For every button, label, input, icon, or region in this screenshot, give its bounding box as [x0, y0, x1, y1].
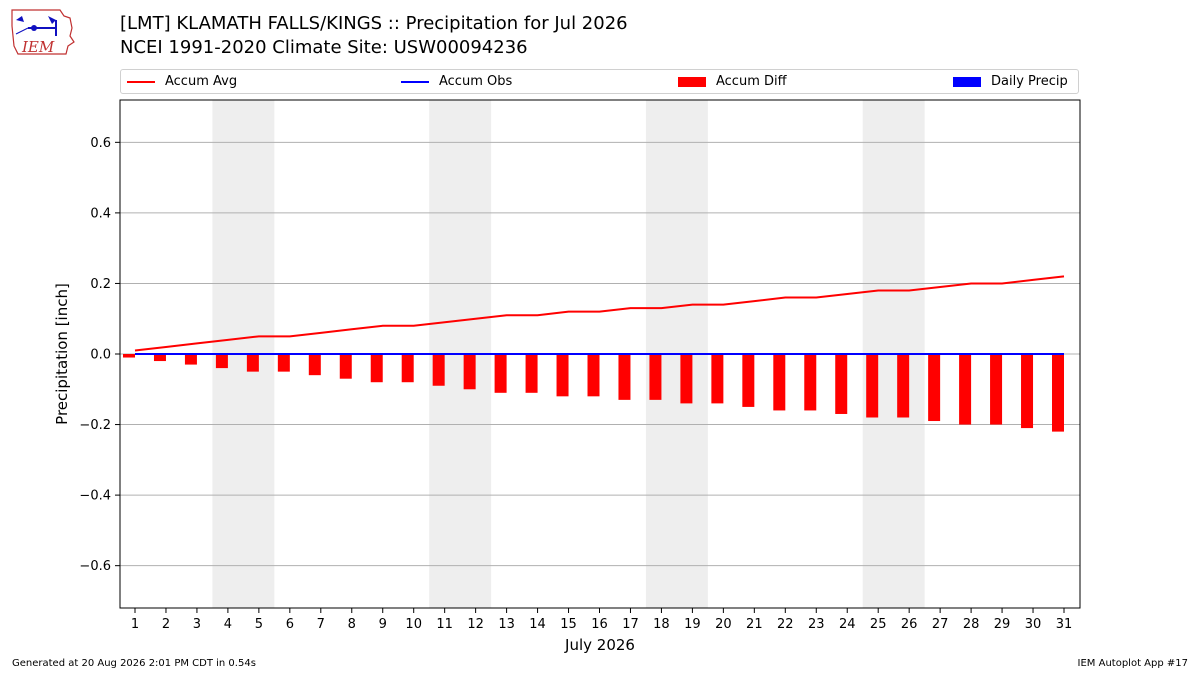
y-tick-label: 0.0: [90, 348, 111, 363]
legend-swatch: [953, 76, 981, 87]
chart-title-block: [LMT] KLAMATH FALLS/KINGS :: Precipitati…: [120, 12, 628, 60]
y-tick-label: 0.6: [90, 136, 111, 151]
accum-diff-bar: [897, 354, 910, 418]
accum-diff-bar: [680, 354, 693, 404]
x-tick-label: 10: [405, 617, 422, 632]
x-tick-label: 23: [808, 617, 825, 632]
x-tick-label: 28: [963, 617, 980, 632]
x-tick-label: 31: [1056, 617, 1073, 632]
accum-avg-line: [134, 275, 1065, 352]
accum-diff-bar: [401, 354, 414, 383]
legend-label: Accum Diff: [716, 74, 787, 89]
accum-diff-bar: [990, 354, 1003, 425]
lines-layer: [134, 275, 1065, 355]
legend-label: Daily Precip: [991, 74, 1068, 89]
x-tick-label: 15: [560, 617, 577, 632]
legend-swatch: [127, 80, 155, 83]
x-tick-label: 17: [622, 617, 639, 632]
accum-diff-bar: [215, 354, 228, 369]
x-tick-label: 16: [591, 617, 608, 632]
x-tick-label: 22: [777, 617, 794, 632]
iem-logo: IEM: [8, 6, 80, 60]
chart-title: [LMT] KLAMATH FALLS/KINGS :: Precipitati…: [120, 13, 628, 34]
accum-diff-bar: [835, 354, 848, 414]
x-tick-label: 27: [932, 617, 949, 632]
y-tick-label: 0.2: [90, 277, 111, 292]
x-tick-label: 19: [684, 617, 701, 632]
accum-diff-bar: [742, 354, 755, 407]
x-tick-label: 8: [348, 617, 356, 632]
y-tick-label: 0.4: [90, 206, 111, 221]
legend-label: Accum Avg: [165, 74, 238, 89]
x-tick-label: 29: [994, 617, 1011, 632]
accum-diff-bar: [308, 354, 321, 376]
x-tick-label: 21: [746, 617, 763, 632]
x-tick-label: 6: [286, 617, 294, 632]
accum-diff-bar: [804, 354, 817, 411]
x-tick-label: 24: [839, 617, 856, 632]
x-axis-label: July 2026: [564, 636, 635, 654]
iem-logo-graphic: IEM: [11, 9, 75, 56]
accum-diff-bar: [277, 354, 290, 372]
y-tick-label: −0.2: [79, 418, 111, 433]
legend-swatch: [401, 80, 429, 83]
accum-diff-bar: [153, 354, 166, 362]
accum-diff-bar: [339, 354, 352, 379]
accum-diff-bar: [1052, 354, 1064, 432]
accum-diff-bar: [525, 354, 538, 393]
accum-diff-bar: [556, 354, 569, 397]
accum-diff-bar: [494, 354, 507, 393]
accum-diff-bar: [432, 354, 445, 386]
x-tick-label: 9: [379, 617, 387, 632]
x-tick-label: 11: [436, 617, 453, 632]
legend-item-accum-obs: Accum Obs: [401, 73, 512, 91]
iem-logo-text: IEM: [21, 38, 55, 56]
y-axis-label: Precipitation [inch]: [53, 283, 71, 425]
legend-item-accum-avg: Accum Avg: [127, 73, 237, 91]
x-tick-label: 25: [870, 617, 887, 632]
x-tick-label: 1: [131, 617, 139, 632]
accum-diff-bar: [246, 354, 259, 372]
y-tick-label: −0.4: [79, 489, 111, 504]
x-tick-label: 4: [224, 617, 232, 632]
x-axis: 1 2 3 4 5 6 7 8 9 10 11 12 13 14 15 16 17 18 19 20 21 22 23 24 2…: [131, 608, 1072, 632]
x-tick-label: 13: [498, 617, 515, 632]
legend-label: Accum Obs: [439, 74, 513, 89]
x-tick-label: 20: [715, 617, 732, 632]
accum-diff-bar: [1021, 354, 1034, 429]
y-axis: −0.6 −0.4 −0.2 0.0 0.2 0.4 0.6: [79, 136, 120, 574]
legend-item-daily-precip: Daily Precip: [953, 73, 1068, 91]
accum-diff-bar: [959, 354, 972, 425]
x-tick-label: 2: [162, 617, 170, 632]
accum-diff-bar: [649, 354, 662, 400]
y-tick-label: −0.6: [79, 559, 111, 574]
accum-diff-bar: [711, 354, 724, 404]
legend-item-accum-diff: Accum Diff: [678, 73, 787, 91]
accum-diff-bar: [463, 354, 476, 390]
legend: Accum Avg Accum Obs Accum Diff Daily Pre…: [120, 69, 1079, 94]
accum-diff-bar: [618, 354, 631, 400]
bars-layer: [123, 354, 1064, 432]
x-tick-label: 18: [653, 617, 670, 632]
accum-diff-bar: [928, 354, 941, 422]
x-tick-label: 14: [529, 617, 546, 632]
generated-timestamp: Generated at 20 Aug 2026 2:01 PM CDT in …: [12, 658, 256, 669]
accum-diff-bar: [587, 354, 600, 397]
x-tick-label: 12: [467, 617, 484, 632]
x-tick-label: 30: [1025, 617, 1042, 632]
app-credit: IEM Autoplot App #17: [1077, 658, 1188, 669]
accum-diff-bar: [184, 354, 197, 365]
accum-diff-bar: [866, 354, 879, 418]
x-tick-label: 3: [193, 617, 201, 632]
chart-subtitle: NCEI 1991-2020 Climate Site: USW00094236: [120, 37, 528, 58]
accum-diff-bar: [123, 354, 135, 358]
x-tick-label: 7: [317, 617, 325, 632]
x-tick-label: 5: [255, 617, 263, 632]
accum-diff-bar: [370, 354, 383, 383]
accum-diff-bar: [773, 354, 786, 411]
x-tick-label: 26: [901, 617, 918, 632]
legend-swatch: [678, 76, 706, 87]
